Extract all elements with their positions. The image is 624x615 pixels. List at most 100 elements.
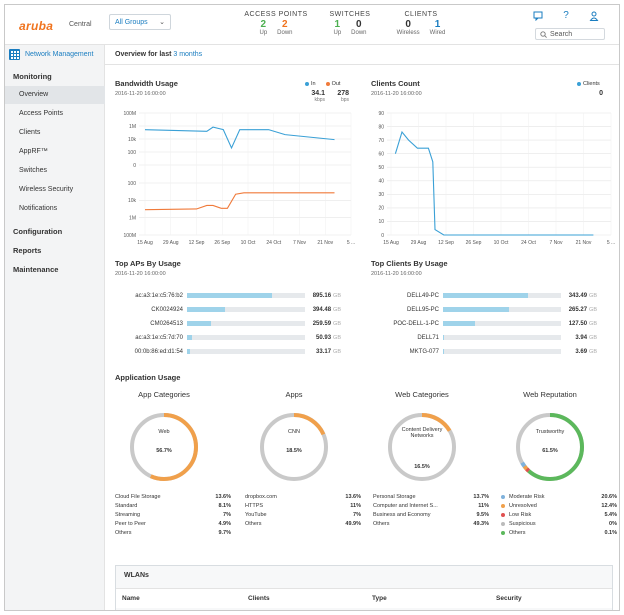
top-ap-row[interactable]: CK0024924 394.48 GB (105, 304, 341, 315)
legend-name: Computer and Internet S... (373, 503, 438, 509)
bandwidth-legend: In Out (305, 81, 340, 87)
legend-value: 13.6% (215, 494, 231, 500)
top-clients-title: Top Clients By Usage (371, 259, 448, 268)
top-client-value-unit: GB (589, 292, 597, 299)
legend-dot (501, 512, 505, 517)
nav-section-configuration[interactable]: Configuration (13, 227, 63, 236)
series-in-line (144, 126, 335, 150)
access-points-summary[interactable]: ACCESS POINTS 2 Up 2 Down (241, 11, 311, 36)
legend-name: Others (115, 530, 132, 536)
wired-count: 1 (434, 19, 441, 30)
nav-item-switches[interactable]: Switches (19, 167, 48, 174)
col-security[interactable]: Security (496, 595, 522, 602)
switches-summary[interactable]: SWITCHES 1 Up 0 Down (325, 11, 375, 36)
donut-center-pct: 56.7% (156, 448, 172, 454)
clients-summary[interactable]: CLIENTS 0 Wireless 1 Wired (395, 11, 447, 36)
donut-arc (260, 413, 328, 481)
legend-name: Others (501, 530, 526, 536)
donut-center-pct: 16.5% (414, 464, 430, 470)
nav-section-maintenance[interactable]: Maintenance (13, 265, 59, 274)
series-clients-line (394, 130, 594, 236)
donut-center-pct: 61.5% (542, 448, 558, 454)
nav-item-apprf[interactable]: AppRF™ (19, 148, 48, 155)
help-icon[interactable]: ? (563, 10, 569, 21)
nav-item-wireless-security[interactable]: Wireless Security (19, 186, 74, 193)
col-type[interactable]: Type (372, 595, 387, 602)
donut-chart[interactable] (254, 407, 334, 487)
top-client-row[interactable]: DELL95-PC 265.27 GB (361, 304, 597, 315)
legend-label: Personal Storage (373, 494, 416, 500)
clients-legend[interactable]: Clients (577, 81, 600, 87)
col-clients[interactable]: Clients (248, 595, 270, 602)
top-ap-row[interactable]: ac:a3:1e:c5:7d:70 50.93 GB (105, 332, 341, 343)
wlans-title: WLANs (124, 572, 149, 579)
donut-legend-row: Streaming 7% (115, 512, 231, 518)
legend-value: 0% (609, 521, 617, 527)
user-icon[interactable] (589, 11, 599, 21)
top-ap-value: 50.93 GB (305, 335, 341, 341)
legend-value: 12.4% (601, 503, 617, 509)
bandwidth-out-value: 278 bps (337, 90, 349, 103)
legend-value: 4.9% (218, 521, 231, 527)
top-client-usage-fill (443, 293, 528, 298)
overview-prefix: Overview for last (115, 51, 172, 58)
donut-center-label: CNN (288, 429, 300, 435)
y-tick-label: 0 (381, 233, 384, 239)
x-tick-label: 29 Aug (411, 240, 427, 246)
top-ap-row[interactable]: ac:a3:1e:c5:76:b2 895.16 GB (105, 290, 341, 301)
clients-count-chart[interactable]: 90 80 70 60 50 40 30 20 10 015 Aug 29 Aug 12 Sep 26 … (367, 107, 615, 247)
clients-count-value: 0 (599, 90, 603, 97)
nav-item-clients[interactable]: Clients (19, 129, 41, 136)
top-ap-usage-bar (187, 349, 305, 354)
search-input[interactable]: Search (535, 28, 605, 40)
group-selector[interactable]: All Groups ⌄ (109, 14, 171, 30)
chat-icon[interactable] (533, 11, 543, 22)
nav-item-overview[interactable]: Overview (5, 86, 105, 104)
y-tick-label: 60 (378, 151, 384, 157)
donut-chart[interactable] (382, 407, 462, 487)
x-tick-label: 10 Oct (241, 240, 256, 246)
y-tick-label: 90 (378, 111, 384, 117)
top-ap-value-unit: GB (333, 320, 341, 327)
legend-out[interactable]: Out (325, 81, 340, 87)
donut-legend-row: Cloud File Storage 13.6% (115, 494, 231, 500)
wlans-table-header: Name Clients Type Security (116, 588, 612, 608)
top-ap-name: ac:a3:1e:c5:76:b2 (135, 292, 183, 299)
legend-in[interactable]: In (305, 81, 316, 87)
donut-legend-row: YouTube 7% (245, 512, 361, 518)
nav-section-reports[interactable]: Reports (13, 246, 42, 255)
y-tick-label: 100 (128, 150, 137, 156)
top-client-usage-bar (443, 321, 561, 326)
donut-legend-row: Computer and Internet S... 11% (373, 503, 489, 509)
donut-arc (130, 413, 198, 481)
network-management-module[interactable]: Network Management (9, 49, 93, 60)
top-client-row[interactable]: DELL71 3.94 GB (361, 332, 597, 343)
donut-legend-row: Others 0.1% (501, 530, 617, 536)
donut-chart[interactable] (510, 407, 590, 487)
x-tick-label: 5 ... (347, 240, 355, 246)
switch-down-label: Down (351, 30, 367, 36)
aruba-logo[interactable]: aruba (19, 19, 54, 33)
nav-item-notifications[interactable]: Notifications (19, 205, 58, 212)
legend-label: Unresolved (509, 503, 537, 509)
col-name[interactable]: Name (122, 595, 140, 602)
top-client-row[interactable]: DELL49-PC 343.49 GB (361, 290, 597, 301)
overview-range-link[interactable]: 3 months (173, 51, 203, 58)
top-client-usage-fill (443, 349, 444, 354)
nav-item-access-points[interactable]: Access Points (19, 110, 63, 117)
top-ap-row[interactable]: CM0264513 259.59 GB (105, 318, 341, 329)
donut-arc (516, 413, 584, 481)
top-ap-row[interactable]: 00:0b:86:ed:d1:54 33.17 GB (105, 346, 341, 357)
x-tick-label: 12 Sep (438, 240, 454, 246)
legend-value: 7% (353, 512, 361, 518)
module-label: Network Management (25, 51, 94, 58)
donut-chart[interactable] (124, 407, 204, 487)
nav-section-monitoring[interactable]: Monitoring (13, 72, 52, 81)
top-client-row[interactable]: MKTG-077 3.69 GB (361, 346, 597, 357)
legend-label: Suspicious (509, 521, 536, 527)
top-ap-value: 33.17 GB (305, 349, 341, 355)
bandwidth-in-value: 34.1 kbps (311, 90, 325, 103)
top-client-row[interactable]: POC-DELL-1-PC 127.50 GB (361, 318, 597, 329)
top-client-value-unit: GB (589, 334, 597, 341)
